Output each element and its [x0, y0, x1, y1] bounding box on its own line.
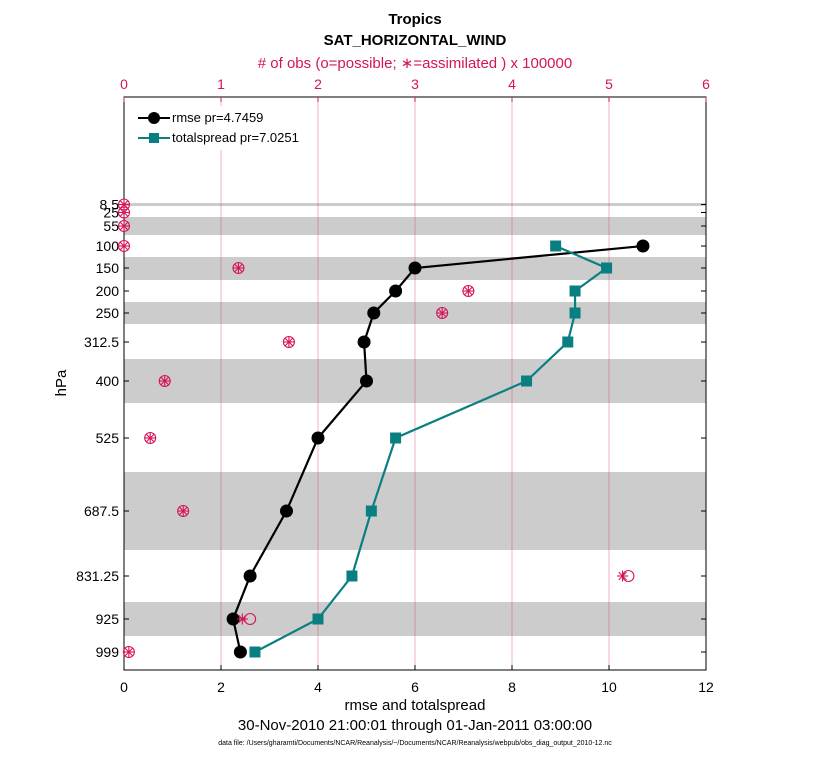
y-tick-label: 150 [96, 260, 120, 276]
y-tick-label: 525 [96, 430, 120, 446]
date-range: 30-Nov-2010 21:00:01 through 01-Jan-2011… [238, 717, 592, 734]
totalspread-point [390, 432, 402, 444]
obs-assimilated-marker [232, 262, 244, 274]
totalspread-point [249, 646, 261, 658]
series [226, 239, 650, 659]
totalspread-point [569, 307, 581, 319]
legend: rmse pr=4.7459 totalspread pr=7.0251 [134, 106, 314, 150]
totalspread-point [365, 505, 377, 517]
obs-assimilated-marker [144, 432, 156, 444]
x-tick-label: 10 [601, 679, 617, 695]
y-tick-label: 312.5 [84, 334, 119, 350]
top-tick-label: 4 [508, 76, 516, 92]
rmse-point [279, 504, 293, 518]
y-tick-label: 831.25 [76, 568, 119, 584]
x-axis-label: rmse and totalspread [345, 697, 486, 714]
obs-assimilated-marker [118, 220, 130, 232]
totalspread-point [312, 613, 324, 625]
rmse-point [367, 306, 381, 320]
totalspread-point [550, 240, 562, 252]
top-tick-label: 2 [314, 76, 322, 92]
top-tick-label: 1 [217, 76, 225, 92]
x-tick-label: 0 [120, 679, 128, 695]
y-tick-label: 925 [96, 611, 120, 627]
y-tick-label: 55 [103, 218, 119, 234]
y-tick-label: 25 [103, 205, 119, 221]
grid-lines [220, 97, 610, 670]
y-tick-label: 100 [96, 238, 120, 254]
obs-assimilated-marker [617, 570, 629, 582]
y-tick-label: 400 [96, 373, 120, 389]
y-axis-label: hPa [53, 369, 70, 396]
y-tick-label: 8.5 [100, 197, 120, 213]
chart-title: Tropics [388, 11, 441, 28]
obs-assimilated-marker [283, 336, 295, 348]
rmse-point [243, 569, 257, 583]
rmse-point [357, 335, 371, 349]
obs-assimilated-marker [159, 375, 171, 387]
rmse-point [311, 431, 325, 445]
top-tick-label: 3 [411, 76, 419, 92]
totalspread-point [521, 375, 533, 387]
y-tick-label: 200 [96, 283, 120, 299]
rmse-point [389, 284, 403, 298]
totalspread-point [569, 285, 581, 297]
rmse-point [360, 374, 373, 388]
totalspread-point [601, 262, 613, 274]
x-tick-label: 4 [314, 679, 322, 695]
top-tick-label: 6 [702, 76, 710, 92]
obs-assimilated-marker [118, 199, 130, 210]
rmse-point [233, 645, 247, 659]
axis-ticks: 0 2 4 6 8 10 120 1 2 3 4 5 68.52555100150200250312.5… [76, 76, 714, 695]
top-tick-label: 0 [120, 76, 128, 92]
chart-subtitle: SAT_HORIZONTAL_WIND [324, 32, 507, 49]
y-tick-label: 250 [96, 305, 120, 321]
data-file-path: data file: /Users/gharamti/Documents/NCA… [218, 740, 612, 747]
top-tick-label: 5 [605, 76, 613, 92]
legend-rmse-marker [148, 112, 160, 124]
obs-assimilated-marker [436, 307, 448, 319]
obs-assimilated-marker [177, 505, 189, 517]
x-tick-label: 6 [411, 679, 419, 695]
legend-rmse-label: rmse pr=4.7459 [172, 110, 263, 125]
obs-markers [117, 198, 635, 659]
totalspread-point [346, 570, 358, 582]
obs-assimilated-marker [118, 207, 130, 218]
x-tick-label: 2 [217, 679, 225, 695]
legend-spread-marker [149, 133, 159, 143]
obs-assimilated-marker [462, 285, 474, 297]
legend-box [134, 106, 314, 150]
legend-spread-label: totalspread pr=7.0251 [172, 130, 299, 145]
rmse-point [408, 261, 422, 275]
x-tick-label: 8 [508, 679, 516, 695]
obs-assimilated-marker [118, 240, 130, 252]
y-tick-label: 999 [96, 644, 120, 660]
totalspread-point [562, 336, 574, 348]
top-axis-label: # of obs (o=possible; ∗=assimilated ) x … [258, 55, 572, 72]
rmse-point [636, 239, 650, 253]
rmse-point [226, 612, 240, 626]
y-tick-label: 687.5 [84, 503, 119, 519]
obs-assimilated-marker [236, 613, 248, 625]
obs-assimilated-marker [123, 646, 135, 658]
x-tick-label: 12 [698, 679, 714, 695]
